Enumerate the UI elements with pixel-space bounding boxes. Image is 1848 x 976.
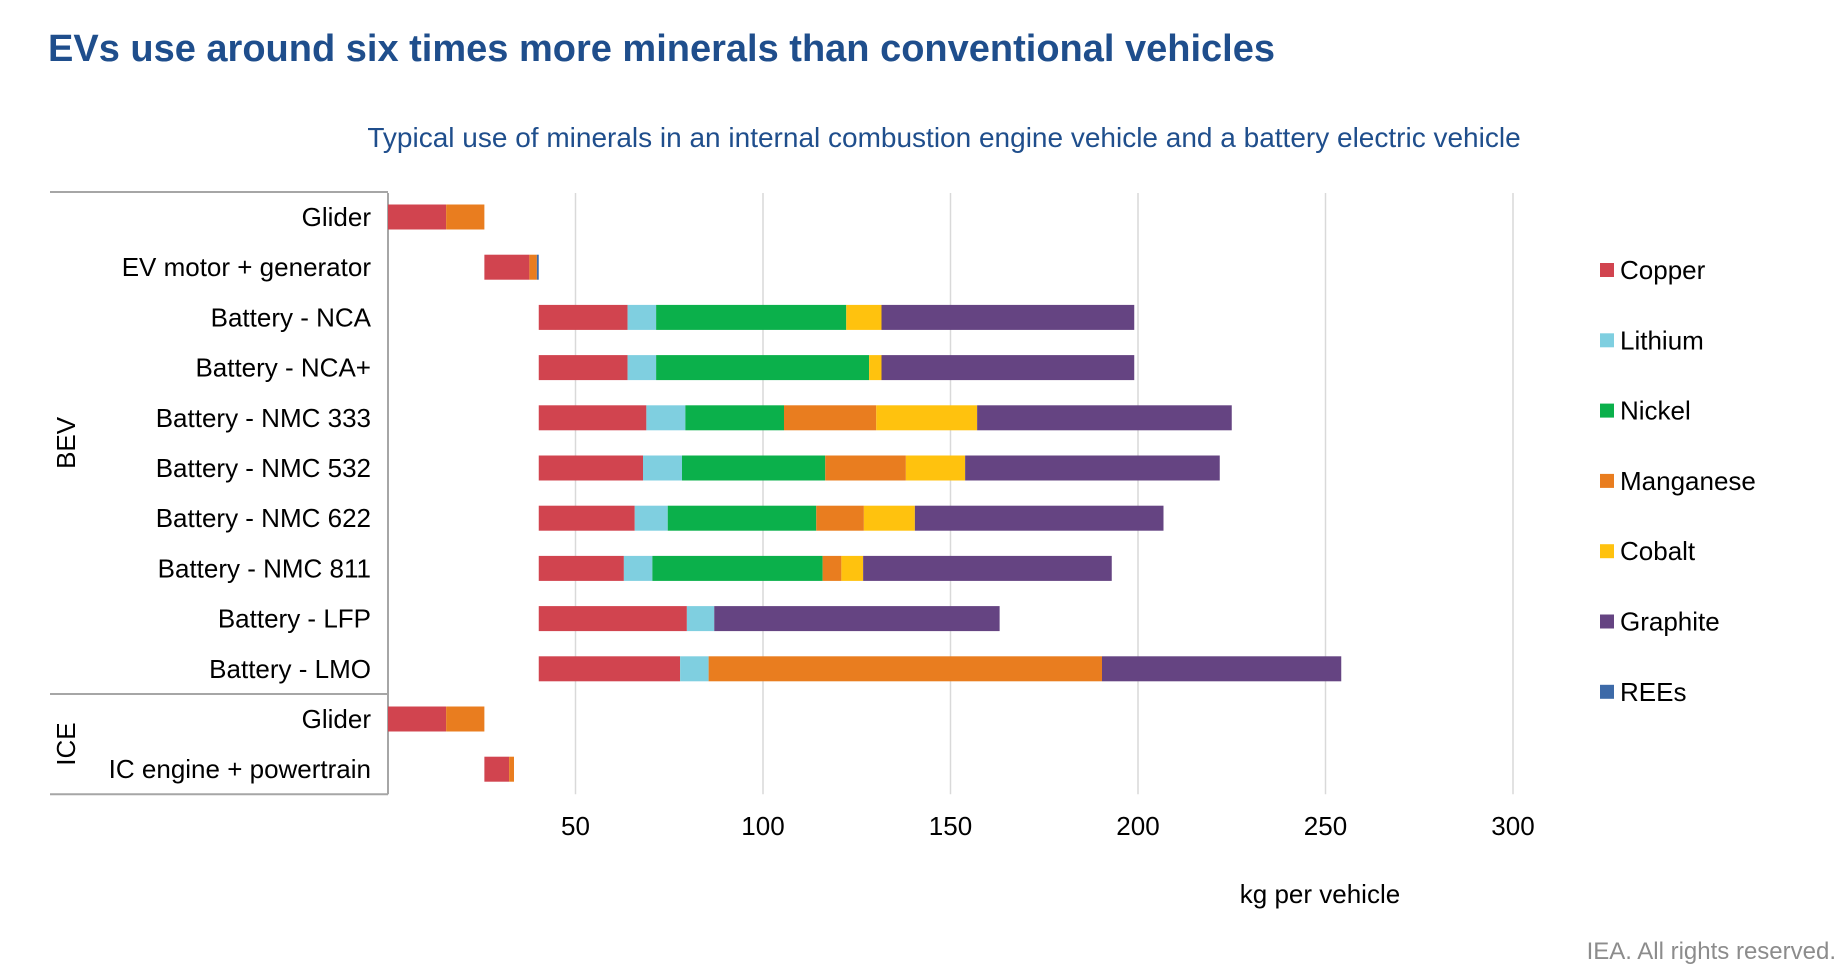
bar-bev-battery-nca-nickel	[656, 355, 870, 381]
category-label-bev-ev-motor-generator: EV motor + generator	[122, 252, 372, 282]
category-label-bev-battery-nca: Battery - NCA+	[195, 353, 371, 383]
bar-bev-battery-nmc-333-manganese	[784, 405, 877, 431]
legend-swatch-graphite	[1600, 614, 1614, 629]
category-label-bev-battery-nmc-811: Battery - NMC 811	[158, 553, 371, 583]
bar-bev-battery-nmc-532-manganese	[825, 455, 906, 481]
bar-bev-battery-lfp-copper	[538, 606, 687, 632]
bar-ice-glider-copper	[388, 706, 447, 732]
bar-bev-battery-nmc-532-lithium	[643, 455, 682, 481]
legend-label-copper: Copper	[1620, 255, 1706, 285]
legend-swatch-manganese	[1600, 473, 1614, 488]
bar-bev-battery-nmc-622-lithium	[634, 505, 668, 531]
bar-bev-battery-nmc-622-graphite	[914, 505, 1164, 531]
x-tick-label-150: 150	[929, 811, 972, 841]
bar-bev-battery-nmc-333-nickel	[685, 405, 784, 431]
bar-bev-battery-nmc-622-nickel	[667, 505, 817, 531]
x-tick-label-50: 50	[561, 811, 590, 841]
bar-bev-ev-motor-generator-rees	[536, 254, 539, 280]
bar-bev-battery-lmo-lithium	[680, 656, 709, 682]
bar-bev-battery-nmc-811-lithium	[623, 555, 653, 581]
bar-bev-battery-nca-lithium	[627, 355, 657, 381]
x-tick-label-250: 250	[1304, 811, 1347, 841]
category-label-ice-ic-engine-powertrain: IC engine + powertrain	[109, 754, 371, 784]
bar-bev-glider-manganese	[446, 204, 485, 230]
bar-bev-battery-lmo-graphite	[1102, 656, 1342, 682]
legend-swatch-lithium	[1600, 333, 1614, 348]
bar-bev-battery-nmc-811-nickel	[652, 555, 823, 581]
bar-bev-battery-nmc-532-nickel	[682, 455, 826, 481]
bar-bev-battery-nmc-811-manganese	[822, 555, 842, 581]
category-label-bev-battery-lmo: Battery - LMO	[209, 654, 371, 684]
legend-label-lithium: Lithium	[1620, 325, 1704, 355]
bar-bev-battery-nmc-333-cobalt	[876, 405, 978, 431]
bar-bev-battery-nca-cobalt	[869, 355, 882, 381]
bar-bev-battery-nmc-333-lithium	[646, 405, 686, 431]
group-label-bev: BEV	[51, 416, 81, 469]
credit-text: IEA. All rights reserved.	[1586, 938, 1836, 965]
category-label-bev-glider: Glider	[302, 202, 372, 232]
bar-bev-battery-nca-lithium	[627, 304, 657, 330]
bar-bev-battery-nmc-532-copper	[538, 455, 643, 481]
bar-bev-ev-motor-generator-manganese	[529, 254, 537, 280]
bar-bev-battery-nca-copper	[538, 304, 628, 330]
legend-label-rees: REEs	[1620, 677, 1686, 707]
group-label-ice: ICE	[51, 722, 81, 765]
bar-bev-glider-copper	[388, 204, 447, 230]
x-axis-title: kg per vehicle	[1240, 879, 1400, 909]
bar-bev-battery-lmo-copper	[538, 656, 681, 682]
bar-bev-battery-nca-cobalt	[846, 304, 882, 330]
bar-bev-battery-nca-graphite	[881, 304, 1135, 330]
bar-bev-battery-nca-copper	[538, 355, 628, 381]
category-label-ice-glider: Glider	[302, 704, 372, 734]
bar-bev-battery-nmc-622-cobalt	[863, 505, 915, 531]
category-label-bev-battery-nmc-532: Battery - NMC 532	[156, 453, 371, 483]
bar-bev-battery-lfp-lithium	[686, 606, 715, 632]
bar-bev-battery-nmc-811-cobalt	[841, 555, 864, 581]
chart-subtitle: Typical use of minerals in an internal c…	[367, 122, 1521, 153]
bar-ice-ic-engine-powertrain-manganese	[509, 756, 514, 782]
category-label-bev-battery-nmc-333: Battery - NMC 333	[156, 403, 371, 433]
legend-label-cobalt: Cobalt	[1620, 536, 1696, 566]
x-tick-label-100: 100	[741, 811, 784, 841]
category-label-bev-battery-lfp: Battery - LFP	[218, 604, 371, 634]
legend-label-graphite: Graphite	[1620, 607, 1720, 637]
bar-bev-battery-nmc-811-copper	[538, 555, 624, 581]
category-label-bev-battery-nmc-622: Battery - NMC 622	[156, 503, 371, 533]
bar-bev-battery-nmc-622-copper	[538, 505, 635, 531]
bar-bev-battery-nmc-622-manganese	[816, 505, 864, 531]
bar-bev-battery-nmc-532-cobalt	[905, 455, 966, 481]
bar-bev-battery-nmc-532-graphite	[965, 455, 1220, 481]
x-tick-label-200: 200	[1116, 811, 1159, 841]
legend-label-nickel: Nickel	[1620, 396, 1691, 426]
bar-bev-battery-nmc-333-copper	[538, 405, 647, 431]
bar-bev-ev-motor-generator-copper	[484, 254, 530, 280]
legend-label-manganese: Manganese	[1620, 466, 1756, 496]
legend-swatch-nickel	[1600, 403, 1614, 418]
bar-bev-battery-nca-graphite	[881, 355, 1135, 381]
legend-swatch-rees	[1600, 684, 1614, 699]
bar-ice-glider-manganese	[446, 706, 485, 732]
bar-bev-battery-lmo-manganese	[708, 656, 1102, 682]
page-title: EVs use around six times more minerals t…	[48, 28, 1275, 70]
legend-swatch-cobalt	[1600, 544, 1614, 559]
bar-bev-battery-lfp-graphite	[714, 606, 1000, 632]
bar-bev-battery-nca-nickel	[656, 304, 847, 330]
bar-bev-battery-nmc-811-graphite	[863, 555, 1112, 581]
bar-bev-battery-nmc-333-graphite	[977, 405, 1232, 431]
category-label-bev-battery-nca: Battery - NCA	[211, 302, 372, 332]
bar-ice-ic-engine-powertrain-copper	[484, 756, 510, 782]
legend-swatch-copper	[1600, 263, 1614, 277]
x-tick-label-300: 300	[1491, 811, 1534, 841]
